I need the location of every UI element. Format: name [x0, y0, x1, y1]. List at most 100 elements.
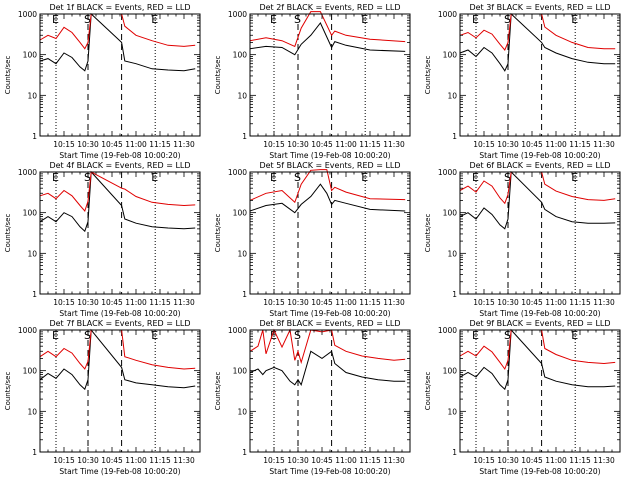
marker-label-e: E [52, 329, 59, 342]
marker-label-e: E [361, 13, 368, 26]
x-tick-label: 10:45 [101, 298, 123, 307]
series-lld [249, 328, 406, 365]
y-tick-label: 1 [32, 448, 37, 457]
det-6-panel: Det 6f BLACK = Events, RED = LLD Counts/s… [424, 161, 621, 318]
marker-label-e: E [472, 329, 479, 342]
marker-label-s: S [84, 13, 91, 26]
y-tick-label: 100 [233, 51, 248, 60]
y-tick-label: 1000 [18, 326, 37, 335]
chart-title: Det 9f BLACK = Events, RED = LLD [469, 319, 610, 328]
y-tick-label: 1 [242, 132, 247, 141]
marker-label-e: E [361, 329, 368, 342]
x-tick-label: 11:00 [335, 140, 357, 149]
x-tick-label: 11:30 [173, 456, 195, 465]
marker-label-e: E [270, 329, 277, 342]
marker-label-e: E [52, 13, 59, 26]
series-events [249, 22, 406, 56]
x-tick-label: 10:45 [101, 456, 123, 465]
x-axis-label: Start Time (19-Feb-08 10:00:20) [479, 151, 600, 160]
chart-title: Det 2f BLACK = Events, RED = LLD [259, 3, 400, 12]
det-9-panel: Det 9f BLACK = Events, RED = LLD Counts/s… [424, 319, 621, 476]
plot-frame [39, 13, 201, 137]
y-tick-label: 1000 [438, 168, 457, 177]
x-tick-label: 11:00 [125, 298, 147, 307]
marker-label-s: S [294, 13, 301, 26]
x-tick-label: 11:15 [359, 456, 381, 465]
det-3-panel: Det 3f BLACK = Events, RED = LLD Counts/s… [424, 3, 621, 160]
chart-title: Det 6f BLACK = Events, RED = LLD [469, 161, 610, 170]
x-tick-label: 10:30 [77, 140, 99, 149]
x-tick-label: 11:00 [545, 456, 567, 465]
marker-label-e: E [472, 171, 479, 184]
x-tick-label: 11:30 [593, 456, 615, 465]
y-tick-label: 10 [237, 91, 247, 100]
x-axis-label: Start Time (19-Feb-08 10:00:20) [479, 467, 600, 476]
x-tick-label: 10:15 [473, 456, 495, 465]
x-tick-label: 10:15 [53, 140, 75, 149]
x-tick-label: 11:00 [545, 140, 567, 149]
x-tick-label: 11:00 [545, 298, 567, 307]
marker-label-s: S [504, 171, 511, 184]
x-tick-label: 10:30 [287, 140, 309, 149]
x-axis-label: Start Time (19-Feb-08 10:00:20) [479, 309, 600, 318]
det-1-panel: Det 1f BLACK = Events, RED = LLD Counts/s… [4, 3, 201, 160]
y-tick-label: 1000 [438, 326, 457, 335]
y-tick-label: 1000 [228, 168, 247, 177]
x-tick-label: 10:30 [77, 456, 99, 465]
y-tick-label: 1000 [438, 10, 457, 19]
y-tick-label: 10 [447, 407, 457, 416]
y-tick-label: 100 [23, 367, 38, 376]
marker-label-e: E [151, 329, 158, 342]
y-tick-label: 10 [27, 249, 37, 258]
marker-label-s: S [294, 171, 301, 184]
y-tick-label: 1 [32, 132, 37, 141]
x-tick-label: 11:30 [593, 298, 615, 307]
plot-frame [459, 13, 621, 137]
series-events [249, 183, 406, 214]
det-5-panel: Det 5f BLACK = Events, RED = LLD Counts/s… [214, 161, 411, 318]
det-4-panel: Det 4f BLACK = Events, RED = LLD Counts/s… [4, 161, 201, 318]
y-tick-label: 1 [242, 290, 247, 299]
x-tick-label: 10:15 [53, 298, 75, 307]
x-tick-label: 11:15 [359, 298, 381, 307]
y-tick-label: 1000 [18, 168, 37, 177]
chart-title: Det 8f BLACK = Events, RED = LLD [259, 319, 400, 328]
y-tick-label: 100 [443, 51, 458, 60]
y-tick-label: 10 [447, 91, 457, 100]
marker-label-e: E [361, 171, 368, 184]
det-2-panel: Det 2f BLACK = Events, RED = LLD Counts/s… [214, 3, 411, 160]
chart-title: Det 4f BLACK = Events, RED = LLD [49, 161, 190, 170]
x-tick-label: 10:15 [263, 456, 285, 465]
series-events [39, 170, 196, 233]
y-tick-label: 1 [32, 290, 37, 299]
x-tick-label: 11:15 [149, 140, 171, 149]
x-tick-label: 10:45 [521, 298, 543, 307]
marker-label-e: E [571, 171, 578, 184]
x-tick-label: 10:30 [77, 298, 99, 307]
x-tick-label: 10:15 [473, 140, 495, 149]
x-axis-label: Start Time (19-Feb-08 10:00:20) [269, 467, 390, 476]
x-tick-label: 10:30 [287, 298, 309, 307]
marker-label-s: S [504, 329, 511, 342]
y-tick-label: 10 [237, 407, 247, 416]
x-tick-label: 10:30 [287, 456, 309, 465]
series-lld [39, 329, 196, 370]
det-7-panel: Det 7f BLACK = Events, RED = LLD Counts/s… [4, 319, 201, 476]
y-axis-label: Counts/sec [4, 372, 12, 411]
y-tick-label: 100 [443, 367, 458, 376]
chart-title: Det 5f BLACK = Events, RED = LLD [259, 161, 400, 170]
y-axis-label: Counts/sec [4, 56, 12, 95]
x-tick-label: 10:45 [521, 140, 543, 149]
chart-title: Det 1f BLACK = Events, RED = LLD [49, 3, 190, 12]
y-tick-label: 10 [237, 249, 247, 258]
y-tick-label: 10 [27, 407, 37, 416]
x-tick-label: 10:45 [311, 456, 333, 465]
marker-label-s: S [294, 329, 301, 342]
x-tick-label: 11:15 [149, 456, 171, 465]
x-tick-label: 11:30 [383, 140, 405, 149]
x-axis-label: Start Time (19-Feb-08 10:00:20) [269, 309, 390, 318]
y-axis-label: Counts/sec [214, 56, 222, 95]
series-lld [249, 11, 406, 48]
series-lld [459, 329, 616, 371]
